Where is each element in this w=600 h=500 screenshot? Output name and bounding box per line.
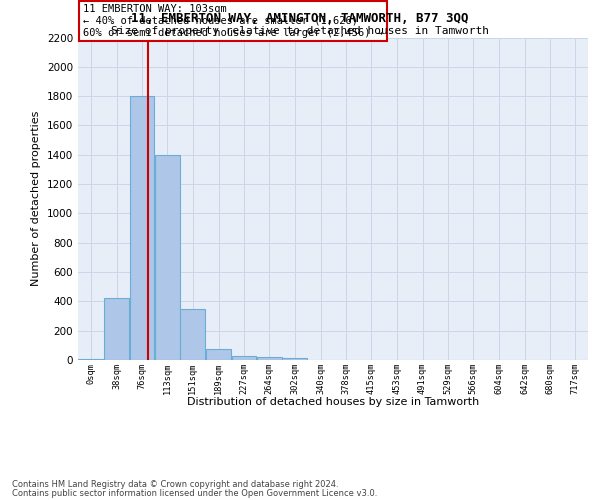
Bar [257, 357, 282, 360]
Bar [206, 349, 231, 360]
Bar [180, 308, 205, 360]
Text: Contains HM Land Registry data © Crown copyright and database right 2024.: Contains HM Land Registry data © Crown c… [12, 480, 338, 489]
Y-axis label: Number of detached properties: Number of detached properties [31, 111, 41, 286]
Bar [282, 358, 307, 360]
Bar [78, 358, 103, 360]
Text: Contains public sector information licensed under the Open Government Licence v3: Contains public sector information licen… [12, 489, 377, 498]
Text: Size of property relative to detached houses in Tamworth: Size of property relative to detached ho… [111, 26, 489, 36]
X-axis label: Distribution of detached houses by size in Tamworth: Distribution of detached houses by size … [187, 397, 479, 407]
Text: 11 EMBERTON WAY: 103sqm
← 40% of detached houses are smaller (1,626)
60% of semi: 11 EMBERTON WAY: 103sqm ← 40% of detache… [83, 4, 383, 38]
Text: 11, EMBERTON WAY, AMINGTON, TAMWORTH, B77 3QQ: 11, EMBERTON WAY, AMINGTON, TAMWORTH, B7… [131, 12, 469, 26]
Bar [155, 155, 180, 360]
Bar [232, 356, 256, 360]
Bar [104, 298, 129, 360]
Bar [130, 96, 154, 360]
